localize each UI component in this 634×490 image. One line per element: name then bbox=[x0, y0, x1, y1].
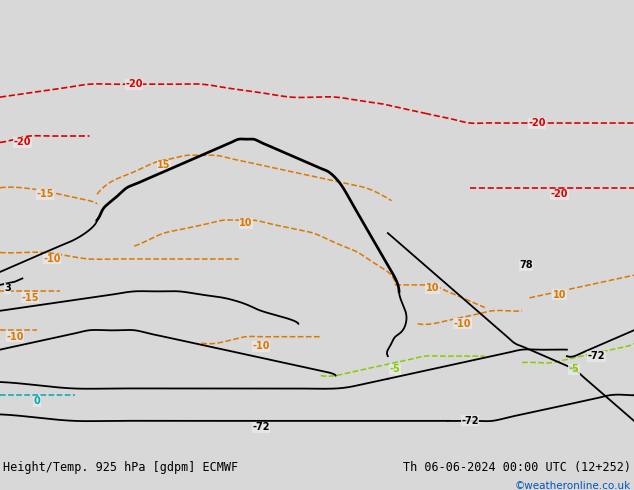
Text: 15: 15 bbox=[157, 160, 171, 170]
Text: 10: 10 bbox=[426, 283, 439, 293]
Text: 78: 78 bbox=[519, 261, 533, 270]
Text: -10: -10 bbox=[252, 342, 270, 351]
Text: -72: -72 bbox=[461, 416, 479, 426]
Text: -20: -20 bbox=[126, 79, 143, 89]
Text: 10: 10 bbox=[240, 219, 253, 228]
Text: -10: -10 bbox=[6, 332, 23, 342]
Text: -10: -10 bbox=[44, 254, 61, 264]
Text: 0: 0 bbox=[34, 396, 41, 406]
Text: 3: 3 bbox=[4, 283, 11, 293]
Text: -15: -15 bbox=[36, 189, 53, 199]
Text: -10: -10 bbox=[454, 319, 471, 329]
Text: -5: -5 bbox=[390, 364, 401, 374]
Text: Th 06-06-2024 00:00 UTC (12+252): Th 06-06-2024 00:00 UTC (12+252) bbox=[403, 461, 631, 474]
Text: -20: -20 bbox=[528, 118, 546, 128]
Text: -15: -15 bbox=[21, 293, 39, 303]
Text: -5: -5 bbox=[569, 364, 579, 374]
Text: 10: 10 bbox=[553, 290, 566, 299]
Text: -20: -20 bbox=[551, 189, 568, 199]
Text: -20: -20 bbox=[13, 138, 31, 147]
Text: ©weatheronline.co.uk: ©weatheronline.co.uk bbox=[515, 481, 631, 490]
Text: -72: -72 bbox=[252, 422, 270, 432]
Text: Height/Temp. 925 hPa [gdpm] ECMWF: Height/Temp. 925 hPa [gdpm] ECMWF bbox=[3, 461, 238, 474]
Text: -72: -72 bbox=[588, 351, 605, 361]
